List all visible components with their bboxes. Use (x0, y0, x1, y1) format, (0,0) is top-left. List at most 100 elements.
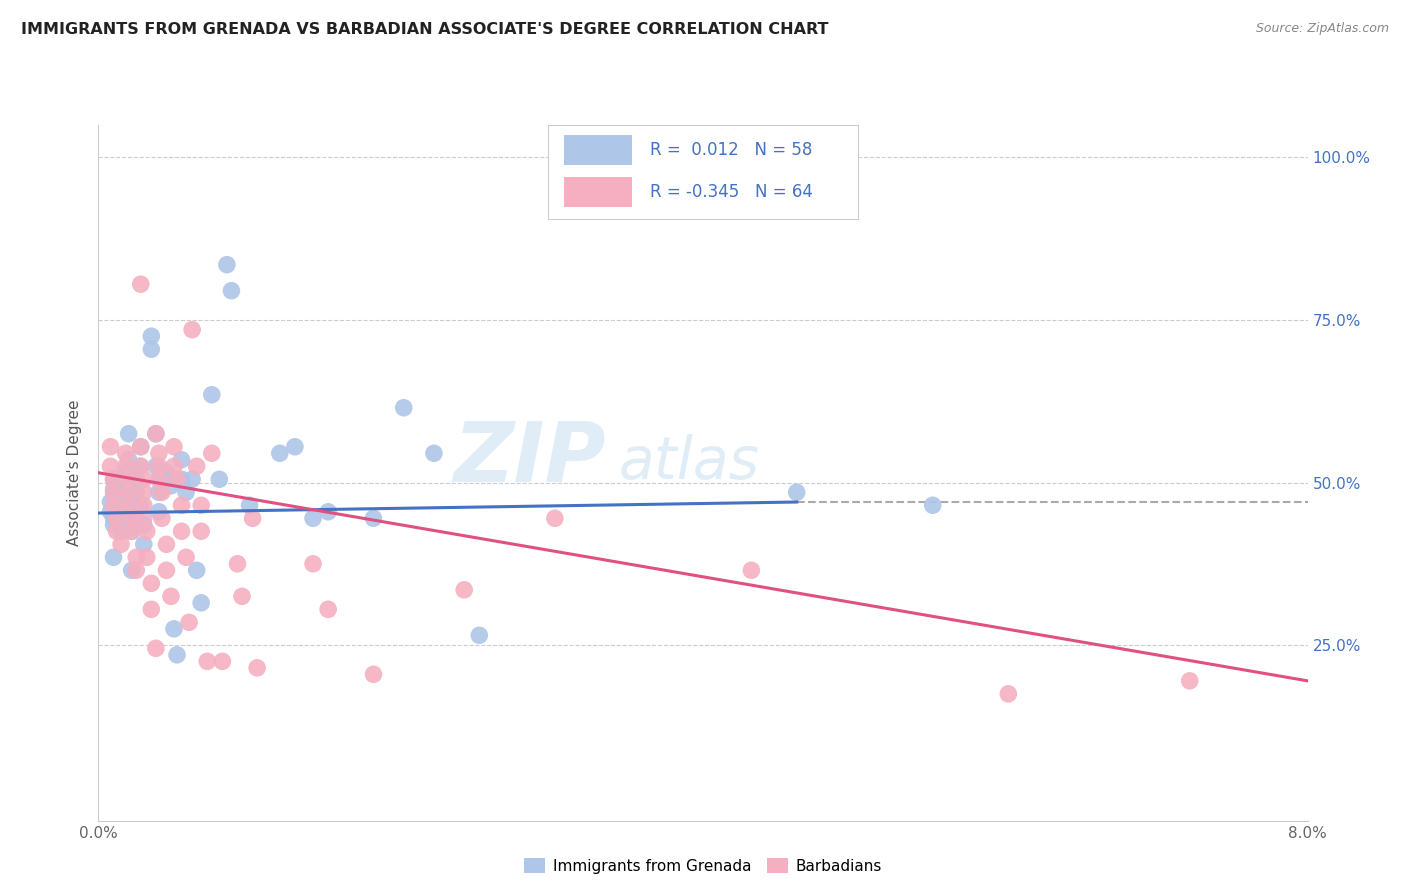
Point (114, 472, 136, 486)
Text: IMMIGRANTS FROM GRENADA VS BARBADIAN ASSOCIATE'S DEGREE CORRELATION CHART: IMMIGRANTS FROM GRENADA VS BARBADIAN ASS… (21, 22, 828, 37)
Point (242, 511, 264, 525)
Point (103, 498, 125, 512)
Point (201, 388, 224, 402)
Point (114, 459, 136, 474)
Point (100, 459, 122, 474)
Point (145, 426, 167, 441)
Point (129, 498, 152, 512)
Point (179, 615, 201, 630)
Point (125, 563, 148, 577)
Point (316, 602, 339, 616)
Point (103, 482, 125, 496)
Point (148, 505, 170, 519)
Point (125, 472, 148, 486)
Point (148, 472, 170, 486)
Point (132, 537, 155, 551)
Point (211, 654, 233, 668)
Point (125, 485, 148, 500)
Point (103, 511, 125, 525)
Text: R =  0.012   N = 58: R = 0.012 N = 58 (651, 141, 813, 159)
Point (103, 550, 125, 565)
FancyBboxPatch shape (564, 136, 631, 165)
Point (195, 654, 218, 668)
Point (201, 446, 224, 460)
Point (226, 557, 249, 571)
Point (155, 466, 177, 480)
Point (132, 498, 155, 512)
Point (129, 459, 152, 474)
Point (302, 557, 325, 571)
Point (118, 511, 141, 525)
Point (100, 495, 122, 509)
Point (921, 498, 943, 512)
Point (100, 440, 122, 454)
Point (129, 459, 152, 474)
Point (114, 485, 136, 500)
Point (423, 446, 446, 460)
Point (125, 505, 148, 519)
FancyBboxPatch shape (564, 178, 631, 207)
Point (190, 524, 212, 539)
Point (170, 524, 193, 539)
Point (316, 505, 339, 519)
Point (114, 498, 136, 512)
Text: atlas: atlas (619, 434, 759, 491)
Point (145, 426, 167, 441)
Text: Source: ZipAtlas.com: Source: ZipAtlas.com (1256, 22, 1389, 36)
Point (125, 550, 148, 565)
Point (129, 277, 152, 292)
Point (110, 537, 132, 551)
Point (148, 459, 170, 474)
Point (141, 576, 163, 591)
Point (186, 563, 208, 577)
Point (121, 563, 143, 577)
Point (121, 511, 143, 525)
Point (103, 517, 125, 532)
Point (170, 498, 193, 512)
Point (103, 472, 125, 486)
Point (118, 426, 141, 441)
Point (174, 485, 197, 500)
Point (363, 511, 385, 525)
Point (239, 498, 262, 512)
Point (118, 498, 141, 512)
Point (190, 596, 212, 610)
Point (284, 440, 307, 454)
Point (166, 472, 188, 486)
Point (181, 323, 204, 337)
Point (186, 459, 208, 474)
Point (163, 459, 186, 474)
Point (141, 342, 163, 356)
Point (121, 524, 143, 539)
Point (231, 590, 253, 604)
Point (246, 661, 269, 675)
Point (145, 459, 167, 474)
Point (392, 401, 415, 415)
Point (150, 485, 173, 500)
Point (110, 524, 132, 539)
Y-axis label: Associate's Degree: Associate's Degree (67, 400, 83, 546)
Point (150, 511, 173, 525)
Point (132, 485, 155, 500)
Point (786, 485, 808, 500)
Point (544, 511, 567, 525)
Point (363, 667, 385, 681)
Point (148, 485, 170, 500)
Point (170, 452, 193, 467)
Point (155, 563, 177, 577)
Point (132, 517, 155, 532)
Text: R = -0.345   N = 64: R = -0.345 N = 64 (651, 184, 813, 202)
Point (468, 628, 491, 642)
Point (453, 582, 475, 597)
Point (105, 511, 128, 525)
Point (1178, 673, 1201, 688)
Point (160, 479, 183, 493)
Point (145, 641, 167, 656)
Point (118, 452, 141, 467)
Point (135, 524, 157, 539)
Point (221, 284, 243, 298)
Point (103, 472, 125, 486)
Point (208, 472, 231, 486)
Point (114, 446, 136, 460)
Point (997, 687, 1019, 701)
